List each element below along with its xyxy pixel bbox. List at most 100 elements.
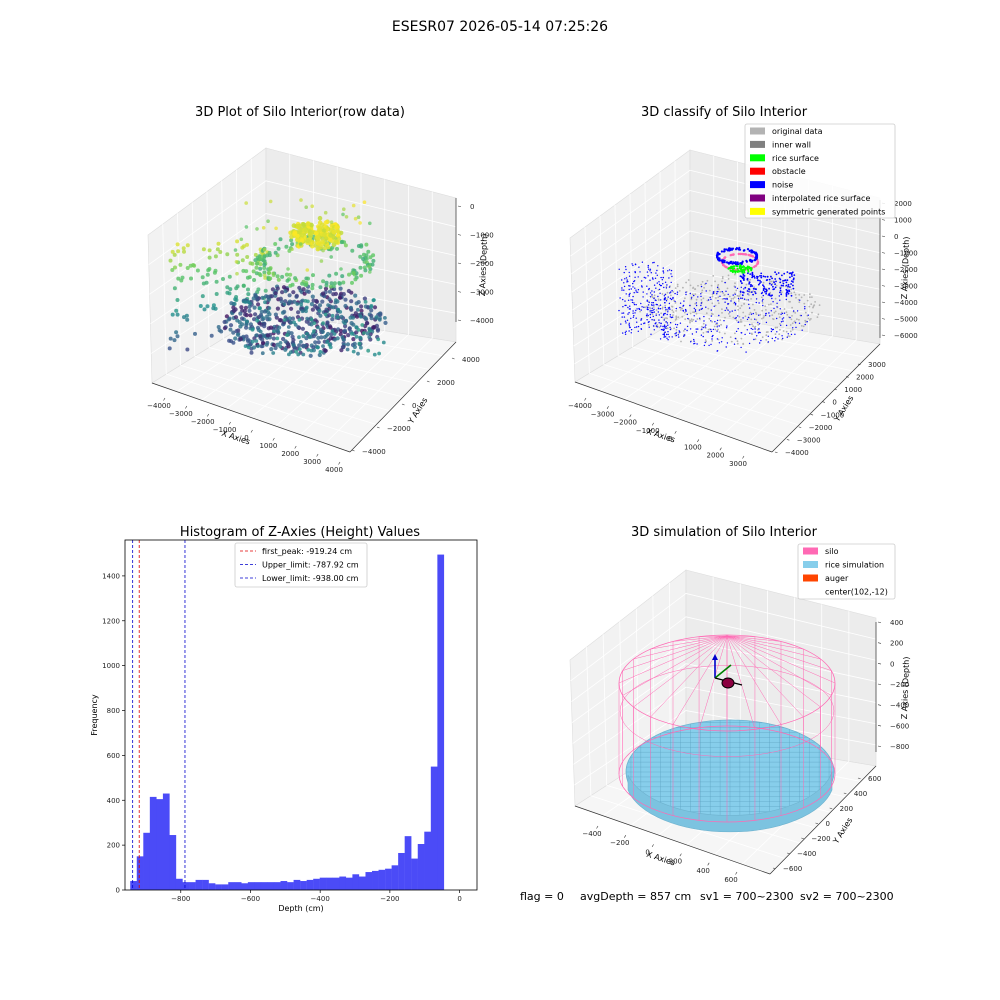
- simulation-3d-y-tick-mark: [829, 807, 833, 810]
- classify-point-original: [682, 330, 685, 332]
- classify-point-noise: [740, 297, 742, 299]
- raw-point: [276, 277, 281, 282]
- classify-point-rice-surface: [741, 271, 744, 274]
- raw-point: [329, 305, 334, 309]
- classify-point-noise: [749, 332, 751, 334]
- classify-point-noise: [716, 330, 718, 332]
- raw-point: [175, 312, 180, 317]
- raw-point: [195, 268, 200, 273]
- raw-point: [351, 337, 356, 342]
- classify-point-noise: [668, 277, 670, 279]
- raw-3d-title: 3D Plot of Silo Interior(row data): [195, 105, 405, 120]
- classify-3d-y-tick-mark: [810, 413, 814, 416]
- classify-point-original: [690, 318, 693, 321]
- raw-point: [266, 219, 270, 223]
- classify-point-original: [785, 311, 788, 314]
- classify-point-original: [657, 298, 660, 301]
- raw-point: [255, 261, 260, 266]
- classify-point-original: [787, 335, 790, 337]
- classify-point-noise: [757, 332, 760, 334]
- raw-point: [342, 207, 346, 211]
- legend-label: symmetric generated points: [772, 207, 885, 216]
- raw-point: [222, 326, 227, 331]
- classify-point-original: [743, 324, 746, 327]
- raw-3d-z-tick-label: −2000: [470, 260, 494, 268]
- classify-3d-y-tick-mark: [857, 363, 861, 366]
- classify-point-noise: [653, 297, 655, 300]
- classify-point-original: [699, 318, 701, 321]
- classify-point-noise: [667, 311, 669, 313]
- classify-point-original: [717, 296, 720, 298]
- histogram-bar: [365, 872, 373, 890]
- classify-point-noise: [718, 342, 721, 344]
- classify-point-noise: [725, 346, 727, 348]
- silo-roof-line: [726, 635, 804, 650]
- classify-point-original: [812, 306, 814, 309]
- classify-point-noise: [658, 322, 660, 324]
- raw-point: [271, 342, 276, 347]
- classify-point-noise: [648, 326, 650, 328]
- classify-point-noise: [751, 276, 753, 279]
- raw-point: [297, 318, 302, 322]
- raw-point: [275, 286, 280, 291]
- classify-point-noise: [754, 292, 757, 295]
- raw-point: [371, 258, 376, 263]
- classify-point-noise: [746, 329, 748, 331]
- raw-point: [323, 236, 329, 241]
- x-axis-line: [574, 805, 771, 875]
- classify-point-noise: [733, 301, 736, 304]
- classify-point-original: [737, 305, 739, 308]
- classify-point-noise: [661, 279, 663, 281]
- classify-point-noise: [663, 324, 666, 326]
- classify-point-noise: [723, 298, 725, 300]
- simulation-3d-z-tick-label: −600: [890, 722, 909, 730]
- raw-point: [327, 342, 332, 347]
- classify-point-noise: [750, 249, 753, 252]
- classify-point-original: [692, 311, 694, 314]
- classify-point-noise: [748, 290, 750, 293]
- classify-point-original: [649, 306, 651, 309]
- simulation-3d-z-tick-mark: [877, 663, 882, 665]
- histogram-y-tick-label: 800: [107, 707, 120, 715]
- histogram-y-tick-label: 1000: [102, 662, 120, 670]
- classify-3d-y-tick-mark: [774, 451, 778, 454]
- classify-point-noise: [734, 286, 736, 288]
- classify-point-original: [701, 289, 704, 292]
- raw-point: [372, 298, 376, 302]
- classify-point-noise: [746, 248, 750, 251]
- simulation-3d-x-tick-mark: [707, 862, 710, 866]
- classify-point-noise: [634, 312, 636, 314]
- classify-point-noise: [741, 294, 744, 297]
- raw-point: [327, 237, 333, 242]
- raw-point: [217, 328, 222, 333]
- legend-swatch: [750, 207, 765, 215]
- classify-point-noise: [630, 299, 632, 301]
- classify-point-noise: [658, 283, 661, 286]
- classify-point-noise: [649, 296, 652, 298]
- classify-point-original: [684, 311, 686, 314]
- classify-point-noise: [716, 338, 719, 340]
- grid-line: [574, 710, 877, 786]
- raw-point: [334, 225, 339, 230]
- histogram-bar: [385, 868, 392, 890]
- classify-point-original: [715, 297, 717, 299]
- classify-point-noise: [639, 271, 641, 273]
- classify-point-noise: [637, 289, 640, 291]
- classify-point-noise: [647, 308, 649, 311]
- classify-point-noise: [637, 276, 639, 278]
- classify-point-noise: [790, 283, 792, 285]
- classify-3d-z-tick-mark: [881, 334, 886, 337]
- raw-point: [356, 351, 360, 356]
- classify-point-noise: [700, 334, 703, 336]
- classify-point-noise: [662, 276, 664, 279]
- classify-point-noise: [701, 328, 703, 330]
- classify-point-noise: [760, 281, 762, 283]
- raw-point: [364, 321, 370, 326]
- classify-point-noise: [725, 298, 727, 300]
- classify-point-obstacle: [723, 256, 726, 260]
- classify-point-original: [733, 296, 736, 298]
- raw-point: [228, 323, 234, 328]
- raw-point: [235, 332, 240, 337]
- classify-point-original: [666, 291, 669, 294]
- classify-point-noise: [704, 341, 706, 344]
